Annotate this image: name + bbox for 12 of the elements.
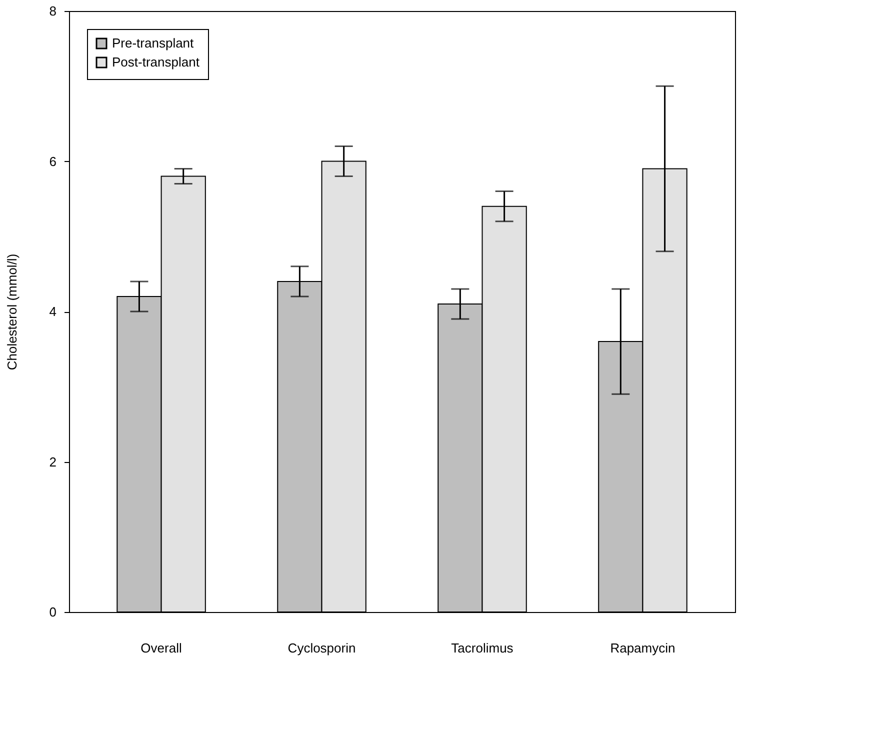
y-tick-label: 4 [49,304,56,319]
legend-label: Pre-transplant [112,36,194,50]
y-tick-label: 0 [49,604,56,620]
x-tick-label: Cyclosporin [288,640,356,656]
y-axis-title: Cholesterol (mmol/l) [4,254,20,370]
x-tick-label: Tacrolimus [451,640,514,656]
x-tick-label: Rapamycin [610,640,676,656]
legend-label: Post-transplant [112,54,200,70]
x-tick-label: Overall [140,640,182,656]
y-tick-label: 8 [49,4,56,18]
y-tick-label: 2 [49,454,56,470]
y-tick-label: 6 [49,154,56,169]
